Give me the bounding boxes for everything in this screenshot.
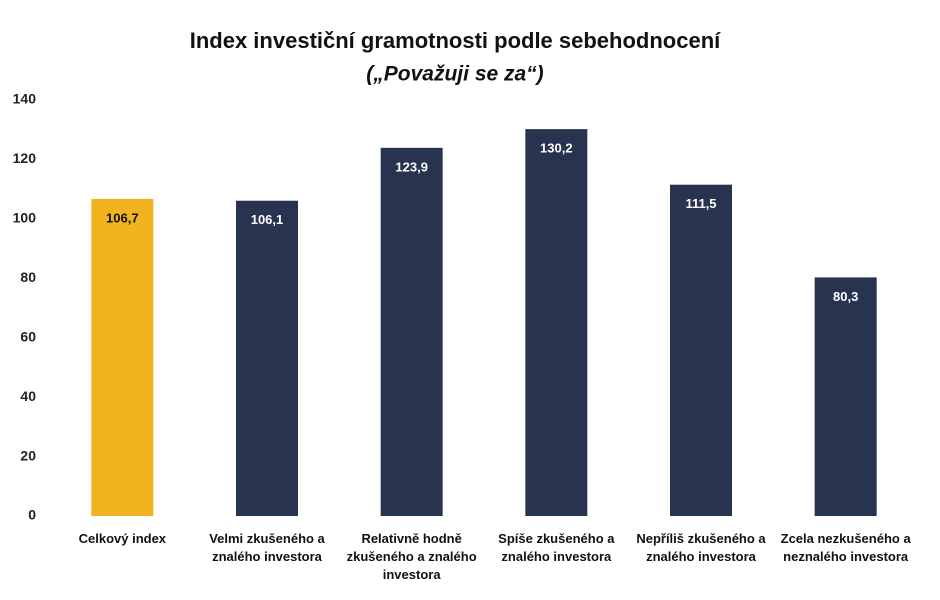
x-tick-label: Velmi zkušeného a znalého investora	[209, 531, 325, 564]
bar	[236, 200, 298, 516]
x-tick-label: Celkový index	[78, 531, 167, 546]
x-tick-label: Zcela nezkušeného a neznalého investora	[780, 531, 911, 564]
x-tick-label: Spíše zkušeného a znalého investora	[498, 531, 615, 564]
data-label: 130,2	[540, 141, 573, 156]
y-tick-label: 0	[28, 507, 36, 523]
y-tick-label: 80	[20, 269, 36, 285]
x-tick-label: Nepříliš zkušeného a znalého investora	[636, 531, 766, 564]
chart-subtitle: („Považuji se za“)	[366, 63, 543, 86]
chart-title: Index investiční gramotnosti podle sebeh…	[190, 28, 721, 53]
y-tick-label: 100	[13, 210, 37, 226]
data-label: 106,1	[251, 212, 284, 227]
y-tick-label: 140	[13, 91, 37, 107]
data-label: 80,3	[833, 289, 858, 304]
data-label: 123,9	[395, 159, 428, 174]
bar	[814, 277, 877, 516]
data-label: 111,5	[685, 196, 716, 211]
y-tick-label: 40	[20, 388, 36, 404]
bar	[380, 147, 443, 516]
y-tick-label: 60	[20, 328, 36, 344]
y-tick-label: 120	[13, 150, 37, 166]
y-tick-label: 20	[20, 447, 36, 463]
bar	[670, 184, 732, 516]
data-label: 106,7	[106, 210, 139, 225]
x-tick-label: Relativně hodně zkušeného a znalého inve…	[346, 531, 477, 582]
bar	[91, 198, 154, 516]
bar	[525, 129, 588, 516]
